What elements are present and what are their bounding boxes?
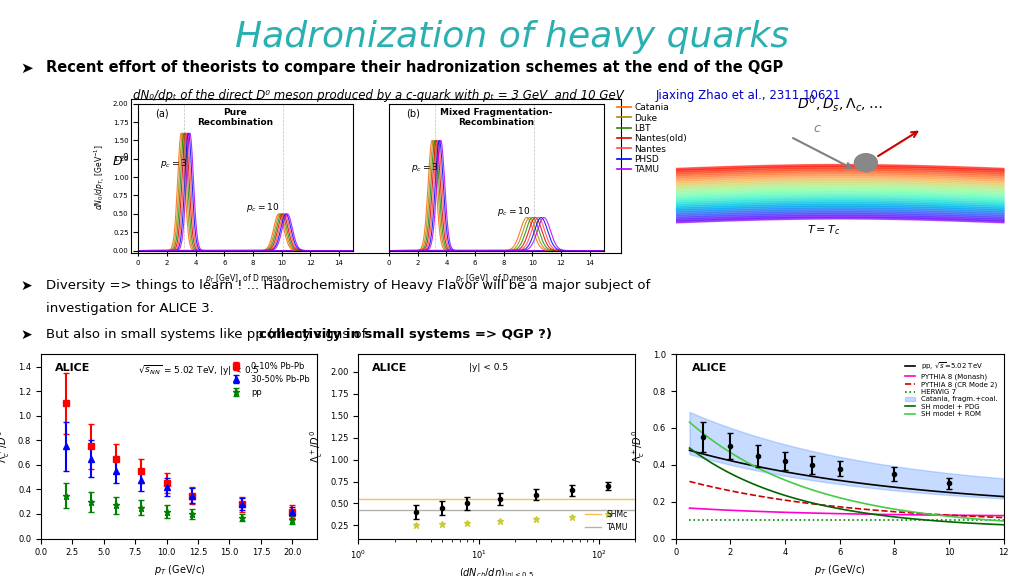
Text: $T=T_c$: $T=T_c$ bbox=[807, 223, 840, 237]
Text: Jiaxing Zhao et al., 2311.10621: Jiaxing Zhao et al., 2311.10621 bbox=[655, 89, 841, 103]
PYTHIA 8 (CR Mode 2) bbox=[982, 513, 994, 520]
pp, $\sqrt{s}$=5.02 TeV bbox=[683, 447, 695, 454]
SH model + PDG bbox=[870, 511, 883, 518]
Text: ➤: ➤ bbox=[20, 279, 32, 293]
Text: ALICE: ALICE bbox=[55, 363, 90, 373]
Line: PYTHIA 8 (Monash): PYTHIA 8 (Monash) bbox=[689, 508, 1004, 516]
Text: But also in small systems like pp (many signs of: But also in small systems like pp (many … bbox=[46, 328, 371, 342]
Text: $D^0, D_s, \Lambda_c, \ldots$: $D^0, D_s, \Lambda_c, \ldots$ bbox=[797, 93, 883, 113]
Text: investigation for ALICE 3.: investigation for ALICE 3. bbox=[46, 302, 214, 316]
HERWIG 7 bbox=[982, 517, 994, 524]
X-axis label: $(dN_{ch}/d\eta)_{|\eta|<0.5}$: $(dN_{ch}/d\eta)_{|\eta|<0.5}$ bbox=[459, 566, 535, 576]
PYTHIA 8 (CR Mode 2) bbox=[757, 493, 769, 500]
Legend: SHMc, TAMU: SHMc, TAMU bbox=[583, 507, 631, 535]
Text: Pure
Recombination: Pure Recombination bbox=[197, 108, 273, 127]
Y-axis label: $\Lambda_c^+ / D^0$: $\Lambda_c^+ / D^0$ bbox=[631, 430, 647, 463]
PYTHIA 8 (Monash) bbox=[972, 512, 984, 519]
SH model + ROM bbox=[683, 419, 695, 426]
X-axis label: $p_T$ (GeV/c): $p_T$ (GeV/c) bbox=[814, 563, 865, 576]
SH model + PDG bbox=[982, 521, 994, 528]
HERWIG 7 bbox=[683, 517, 695, 524]
PYTHIA 8 (Monash) bbox=[997, 512, 1010, 519]
Text: (b): (b) bbox=[407, 108, 420, 118]
SH model + PDG bbox=[757, 484, 769, 491]
Text: $p_c = 10$: $p_c = 10$ bbox=[246, 201, 280, 214]
Legend: 0-10% Pb-Pb, 30-50% Pb-Pb, pp: 0-10% Pb-Pb, 30-50% Pb-Pb, pp bbox=[224, 358, 313, 400]
SH model + ROM bbox=[757, 467, 769, 473]
PYTHIA 8 (CR Mode 2) bbox=[972, 513, 984, 520]
HERWIG 7 bbox=[845, 517, 857, 524]
Text: c: c bbox=[813, 122, 820, 135]
Text: $p_c = 3$: $p_c = 3$ bbox=[160, 157, 187, 170]
PYTHIA 8 (CR Mode 2) bbox=[743, 491, 756, 498]
Line: PYTHIA 8 (CR Mode 2): PYTHIA 8 (CR Mode 2) bbox=[689, 482, 1004, 518]
SH model + ROM bbox=[972, 516, 984, 522]
PYTHIA 8 (Monash) bbox=[870, 511, 883, 518]
PYTHIA 8 (Monash) bbox=[982, 512, 994, 519]
SH model + ROM bbox=[982, 517, 994, 524]
Text: $p_c = 3$: $p_c = 3$ bbox=[411, 161, 438, 174]
PYTHIA 8 (Monash) bbox=[845, 510, 857, 517]
SH model + ROM bbox=[743, 460, 756, 467]
Text: Recent effort of theorists to compare their hadronization schemes at the end of : Recent effort of theorists to compare th… bbox=[46, 60, 783, 75]
Line: SH model + ROM: SH model + ROM bbox=[689, 422, 1004, 521]
Text: Diversity => things to learn ! ... Hadrochemistry of Heavy Flavor will be a majo: Diversity => things to learn ! ... Hadro… bbox=[46, 279, 650, 293]
Line: SH model + PDG: SH model + PDG bbox=[689, 448, 1004, 525]
X-axis label: $p_T$ (GeV/c): $p_T$ (GeV/c) bbox=[154, 563, 205, 576]
PYTHIA 8 (CR Mode 2) bbox=[997, 514, 1010, 521]
pp, $\sqrt{s}$=5.02 TeV bbox=[982, 492, 994, 499]
Text: ALICE: ALICE bbox=[373, 363, 408, 373]
pp, $\sqrt{s}$=5.02 TeV bbox=[972, 491, 984, 498]
Circle shape bbox=[854, 154, 878, 172]
PYTHIA 8 (Monash) bbox=[743, 507, 756, 514]
Text: $\sqrt{s_{NN}}$ = 5.02 TeV, |y| < 0.5: $\sqrt{s_{NN}}$ = 5.02 TeV, |y| < 0.5 bbox=[137, 363, 259, 378]
HERWIG 7 bbox=[757, 517, 769, 524]
pp, $\sqrt{s}$=5.02 TeV bbox=[757, 464, 769, 471]
pp, $\sqrt{s}$=5.02 TeV bbox=[845, 479, 857, 486]
Text: Hadronization of heavy quarks: Hadronization of heavy quarks bbox=[234, 20, 790, 54]
Legend: Catania, Duke, LBT, Nantes(old), Nantes, PHSD, TAMU: Catania, Duke, LBT, Nantes(old), Nantes,… bbox=[613, 100, 691, 178]
PYTHIA 8 (Monash) bbox=[683, 505, 695, 511]
HERWIG 7 bbox=[997, 517, 1010, 524]
Text: collectivity in small systems => QGP ?): collectivity in small systems => QGP ?) bbox=[259, 328, 552, 342]
SH model + ROM bbox=[845, 497, 857, 504]
Y-axis label: $dN_0/dp_{T_c}$ [GeV$^{-1}$]: $dN_0/dp_{T_c}$ [GeV$^{-1}$] bbox=[92, 144, 108, 210]
Y-axis label: $\Lambda_c^+ / D^0$: $\Lambda_c^+ / D^0$ bbox=[308, 430, 325, 463]
SH model + ROM bbox=[997, 518, 1010, 525]
HERWIG 7 bbox=[870, 517, 883, 524]
pp, $\sqrt{s}$=5.02 TeV bbox=[743, 461, 756, 468]
SH model + PDG bbox=[683, 445, 695, 452]
HERWIG 7 bbox=[743, 517, 756, 524]
PYTHIA 8 (Monash) bbox=[757, 508, 769, 515]
Text: Mixed Fragmentation-
Recombination: Mixed Fragmentation- Recombination bbox=[440, 108, 553, 127]
Legend: pp, $\sqrt{s}$=5.02 TeV, PYTHIA 8 (Monash), PYTHIA 8 (CR Mode 2), HERWIG 7, Cata: pp, $\sqrt{s}$=5.02 TeV, PYTHIA 8 (Monas… bbox=[902, 358, 1000, 420]
X-axis label: $p_T$ [GeV]  of D meson: $p_T$ [GeV] of D meson bbox=[205, 272, 287, 285]
PYTHIA 8 (CR Mode 2) bbox=[870, 507, 883, 514]
Text: dN₀/dpₜ of the direct D⁰ meson produced by a c-quark with pₜ = 3 GeV  and 10 GeV: dN₀/dpₜ of the direct D⁰ meson produced … bbox=[133, 89, 624, 103]
Line: pp, $\sqrt{s}$=5.02 TeV: pp, $\sqrt{s}$=5.02 TeV bbox=[689, 450, 1004, 497]
PYTHIA 8 (CR Mode 2) bbox=[845, 505, 857, 511]
TAMU bbox=[352, 507, 365, 514]
pp, $\sqrt{s}$=5.02 TeV bbox=[870, 482, 883, 488]
SH model + PDG bbox=[972, 520, 984, 527]
pp, $\sqrt{s}$=5.02 TeV bbox=[997, 493, 1010, 500]
SH model + PDG bbox=[743, 479, 756, 486]
SH model + PDG bbox=[997, 521, 1010, 528]
Text: $D^0$: $D^0$ bbox=[112, 153, 130, 169]
HERWIG 7 bbox=[972, 517, 984, 524]
SH model + PDG bbox=[845, 507, 857, 514]
Text: ➤: ➤ bbox=[20, 328, 32, 342]
X-axis label: $p_T$ [GeV]  of D meson: $p_T$ [GeV] of D meson bbox=[456, 272, 538, 285]
Text: ALICE: ALICE bbox=[692, 363, 728, 373]
Text: ➤: ➤ bbox=[20, 60, 33, 75]
Y-axis label: $\Lambda_c^+ / D^0$: $\Lambda_c^+ / D^0$ bbox=[0, 430, 12, 463]
SH model + ROM bbox=[870, 502, 883, 509]
PYTHIA 8 (CR Mode 2) bbox=[683, 478, 695, 485]
Text: $p_c = 10$: $p_c = 10$ bbox=[497, 205, 530, 218]
Text: |y| < 0.5: |y| < 0.5 bbox=[469, 363, 508, 373]
Text: (a): (a) bbox=[156, 108, 169, 118]
SHMc bbox=[352, 495, 365, 502]
